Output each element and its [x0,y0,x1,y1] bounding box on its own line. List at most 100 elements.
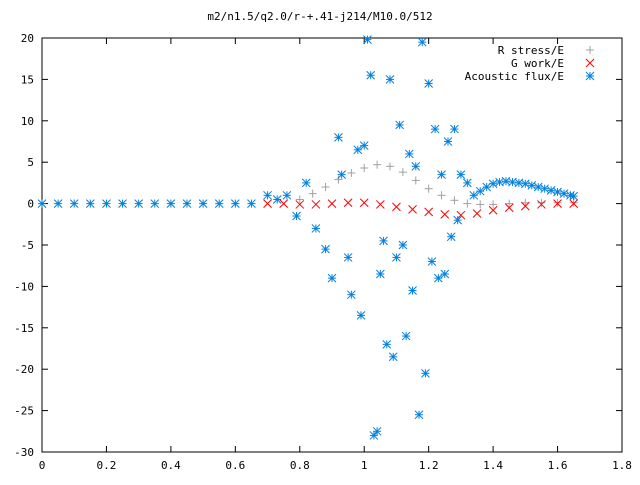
data-point [363,35,372,45]
data-point [430,124,440,134]
y-tick-label: 20 [21,32,34,45]
data-point [382,340,392,349]
y-tick-label: -30 [14,446,34,459]
x-tick-label: 0.6 [225,459,245,472]
data-point [505,199,514,208]
data-point [247,199,256,208]
data-point [198,199,208,208]
data-point [417,37,427,47]
data-point [472,209,482,218]
x-tick-label: 1 [361,459,368,472]
data-point [540,184,550,194]
data-point [414,410,424,420]
data-point [292,211,301,221]
data-point [392,253,401,262]
data-point [450,124,459,134]
data-point [559,189,569,199]
data-point [321,244,330,254]
data-point [520,201,530,211]
data-point [424,79,434,88]
data-point [569,191,579,201]
legend-marker [585,71,595,81]
data-point [311,224,321,233]
legend-marker [585,58,595,68]
data-point [308,189,317,198]
chart-title: m2/n1.5/q2.0/r-+.41-j214/M10.0/512 [207,10,432,23]
data-point [553,198,562,207]
series-0 [295,160,578,209]
data-point [408,205,417,214]
data-point [401,331,411,341]
data-point [311,200,321,209]
data-point [533,182,543,192]
data-point [398,168,407,177]
data-point [373,160,382,169]
data-point [427,257,437,266]
data-point [327,273,337,283]
plot-frame [41,37,623,453]
data-point [359,198,369,208]
x-tick-label: 0.4 [161,459,181,472]
data-point [546,185,556,195]
data-point [408,286,417,295]
data-point [411,161,421,171]
data-point [553,199,562,208]
data-point [489,200,498,209]
data-point [375,200,385,209]
data-point [385,75,395,84]
y-tick-label: 15 [21,73,34,86]
legend-marker [586,46,594,54]
data-point [569,199,579,208]
data-point [446,232,456,242]
data-point [102,199,111,208]
data-point [366,70,376,80]
data-point [424,207,434,217]
data-point [456,210,466,220]
data-point [488,205,498,215]
data-point [537,200,546,209]
series-2 [37,35,579,440]
data-point [411,176,420,185]
data-point [356,311,366,320]
data-point [230,199,240,208]
data-point [379,236,388,246]
data-point [553,187,562,197]
data-point [395,120,405,130]
data-point [359,141,369,150]
x-tick-label: 1.8 [612,459,632,472]
data-point [386,162,394,171]
x-tick-label: 0 [39,459,46,472]
data-point [404,149,414,159]
data-point [388,352,398,362]
data-point [118,199,127,208]
data-point [134,199,144,208]
data-point [421,368,430,378]
data-point [85,199,95,208]
data-point [398,240,408,250]
y-tick-label: -5 [21,239,34,252]
x-tick-label: 1.4 [483,459,503,472]
data-point [463,199,472,208]
data-point [456,170,466,179]
x-tick-label: 1.6 [548,459,568,472]
data-point [440,210,450,219]
y-tick-label: 10 [21,115,34,128]
data-point [372,426,382,436]
series-1 [263,198,579,220]
data-point [488,179,498,189]
data-point [353,145,363,155]
data-point [37,199,47,208]
data-point [440,269,450,279]
y-tick-label: -20 [14,363,34,376]
data-point [369,431,379,440]
data-point [279,199,289,208]
data-point [272,195,282,204]
data-point [327,199,337,208]
data-point [166,199,176,208]
data-point [346,290,356,300]
data-point [437,191,446,200]
data-point [321,183,330,192]
data-point [295,195,304,204]
data-point [375,269,385,279]
